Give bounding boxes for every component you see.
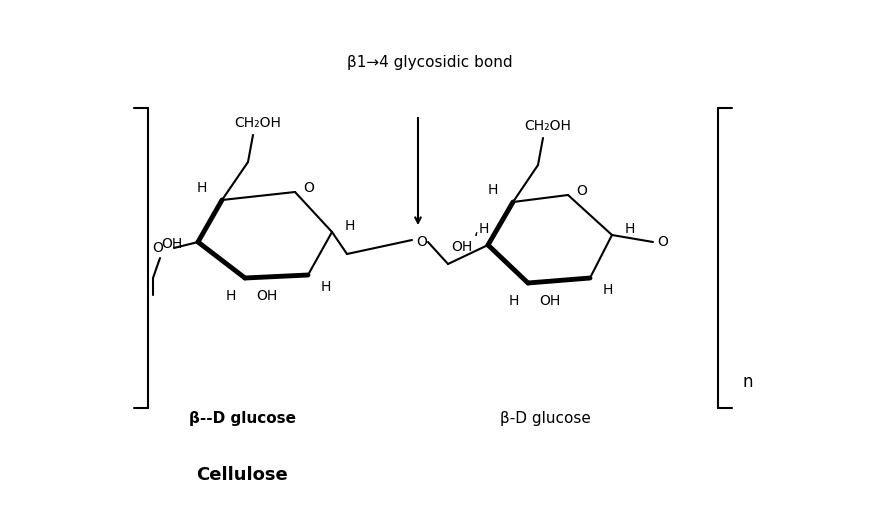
Text: H: H [345,219,355,233]
Text: O: O [576,184,588,198]
Text: n: n [743,373,753,391]
Text: OH: OH [161,237,182,251]
Text: OH: OH [256,289,278,303]
Text: H: H [196,181,207,195]
Text: H: H [225,289,236,303]
Text: H: H [488,183,498,197]
Text: ‘: ‘ [474,231,479,246]
Text: H: H [624,222,635,236]
Text: OH: OH [452,240,473,254]
Text: OH: OH [539,294,560,308]
Text: β-­D glucose: β-­D glucose [189,410,296,425]
Text: CH₂OH: CH₂OH [524,119,572,133]
Text: O: O [153,241,163,255]
Text: H: H [509,294,519,308]
Text: β-D glucose: β-D glucose [500,410,590,425]
Text: CH₂OH: CH₂OH [234,116,282,130]
Text: β1→4 glycosidic bond: β1→4 glycosidic bond [347,55,513,70]
Text: O: O [658,235,668,249]
Text: O: O [417,235,427,249]
Text: O: O [303,181,315,195]
Text: H: H [479,222,489,236]
Text: H: H [602,283,613,297]
Text: H: H [321,280,332,294]
Text: Cellulose: Cellulose [196,466,288,484]
